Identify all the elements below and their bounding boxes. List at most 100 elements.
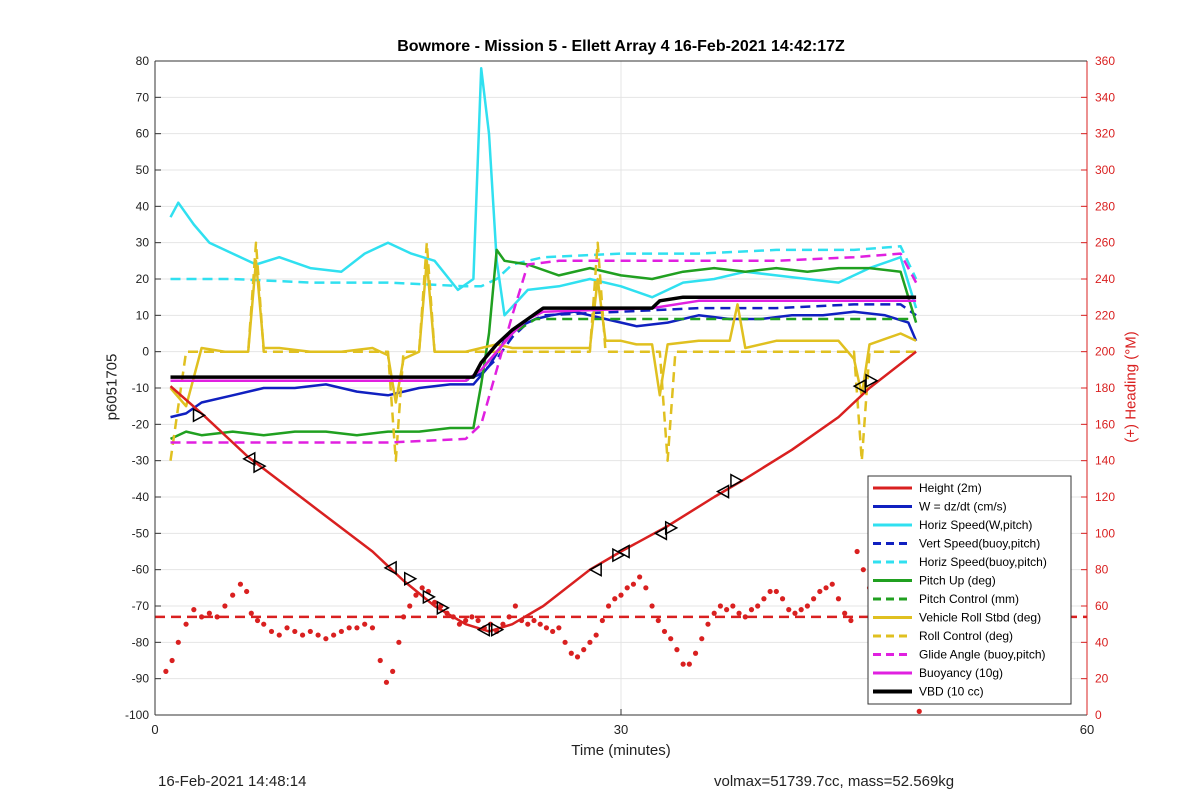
heading-point xyxy=(637,574,643,580)
heading-point xyxy=(469,614,475,620)
heading-point xyxy=(699,636,705,642)
legend-label: Glide Angle (buoy,pitch) xyxy=(919,648,1046,662)
heading-point xyxy=(419,585,425,591)
heading-point xyxy=(848,617,854,624)
y-tick-label-right: 160 xyxy=(1095,417,1115,431)
y-tick-label-right: 300 xyxy=(1095,163,1115,177)
heading-point xyxy=(537,621,543,627)
legend-label: Pitch Up (deg) xyxy=(919,574,996,588)
heading-point xyxy=(767,588,773,595)
heading-point xyxy=(842,610,848,616)
y-tick-label: -90 xyxy=(132,672,150,686)
y-tick-label: -10 xyxy=(132,381,150,395)
heading-point xyxy=(206,610,212,616)
heading-point xyxy=(463,617,469,624)
heading-point xyxy=(786,607,792,613)
direction-marker xyxy=(616,544,630,559)
heading-point xyxy=(612,596,618,602)
heading-point xyxy=(254,617,261,624)
heading-point xyxy=(568,650,574,656)
heading-point xyxy=(587,639,593,645)
y-tick-label-right: 320 xyxy=(1095,127,1115,141)
legend-label: Buoyancy (10g) xyxy=(919,666,1003,680)
heading-point xyxy=(674,647,680,653)
heading-point xyxy=(543,625,550,631)
heading-point xyxy=(518,617,525,624)
heading-point xyxy=(692,650,699,656)
y-tick-label: 60 xyxy=(136,127,150,141)
heading-point xyxy=(649,603,655,609)
heading-point xyxy=(661,628,668,635)
legend-label: Roll Control (deg) xyxy=(919,629,1013,643)
heading-point xyxy=(724,607,730,613)
series-line-11 xyxy=(170,295,917,379)
legend-label: Vehicle Roll Stbd (deg) xyxy=(919,611,1041,625)
legend-label: Height (2m) xyxy=(919,481,982,495)
heading-point xyxy=(432,599,438,605)
y-tick-label: -60 xyxy=(132,563,150,577)
legend-box xyxy=(867,475,1072,705)
direction-marker xyxy=(852,378,866,394)
heading-point xyxy=(860,567,866,573)
x-tick-label: 60 xyxy=(1080,722,1094,737)
heading-point xyxy=(823,585,829,591)
y-tick-label-right: 340 xyxy=(1095,90,1115,104)
series-line-9 xyxy=(170,252,918,444)
heading-point xyxy=(916,708,922,714)
heading-point xyxy=(717,603,724,609)
heading-point xyxy=(407,603,413,609)
direction-marker xyxy=(476,622,491,637)
series-line-7 xyxy=(169,259,917,408)
series-line-8 xyxy=(169,241,917,462)
direction-marker xyxy=(242,451,256,467)
heading-point xyxy=(244,588,250,595)
y-tick-label: 50 xyxy=(136,163,150,177)
y-tick-label-right: 200 xyxy=(1095,345,1115,359)
heading-point xyxy=(383,679,390,685)
direction-marker xyxy=(436,600,450,616)
y-tick-label-right: 60 xyxy=(1095,599,1109,613)
series-line-0 xyxy=(169,350,917,633)
heading-point xyxy=(730,603,736,609)
heading-point xyxy=(222,603,228,609)
heading-point xyxy=(377,657,383,664)
heading-point xyxy=(556,625,562,631)
heading-point xyxy=(396,639,402,645)
heading-point xyxy=(755,603,761,609)
heading-point xyxy=(531,617,537,624)
heading-point xyxy=(315,632,321,638)
heading-point xyxy=(512,603,518,609)
heading-point xyxy=(307,628,313,635)
heading-point xyxy=(323,636,329,642)
y-tick-label-right: 80 xyxy=(1095,563,1109,577)
heading-point xyxy=(773,588,779,595)
heading-point xyxy=(338,628,344,635)
heading-point xyxy=(237,581,244,587)
heading-point xyxy=(390,668,396,675)
heading-point xyxy=(574,654,581,660)
legend-label: Vert Speed(buoy,pitch) xyxy=(919,537,1040,551)
y-tick-label-right: 260 xyxy=(1095,236,1115,250)
footer-timestamp: 16-Feb-2021 14:48:14 xyxy=(158,773,307,790)
heading-point xyxy=(605,603,612,609)
heading-point xyxy=(736,610,742,616)
heading-point xyxy=(562,639,568,645)
y-tick-label: -80 xyxy=(132,635,150,649)
heading-point xyxy=(191,607,197,613)
heading-point xyxy=(163,668,169,675)
heading-point xyxy=(668,636,674,642)
heading-point xyxy=(331,632,337,638)
y-tick-label: 0 xyxy=(142,345,149,359)
footer-mass-info: volmax=51739.7cc, mass=52.569kg xyxy=(714,773,955,790)
heading-point xyxy=(624,585,630,591)
heading-point xyxy=(214,614,220,620)
y-tick-label-right: 100 xyxy=(1095,526,1115,540)
y-tick-label: -100 xyxy=(125,708,149,722)
heading-point xyxy=(456,621,463,627)
heading-point xyxy=(680,661,686,667)
heading-point xyxy=(346,625,352,631)
y-tick-label: -70 xyxy=(132,599,150,613)
y-tick-label: 10 xyxy=(136,308,150,322)
direction-marker xyxy=(865,373,879,388)
